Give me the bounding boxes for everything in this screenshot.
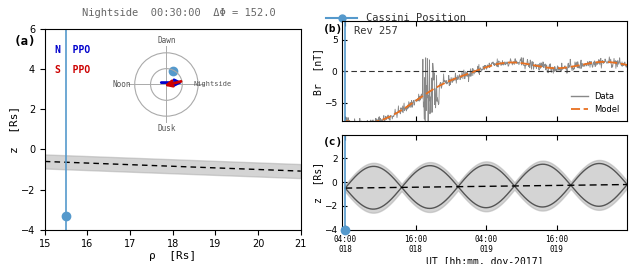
Y-axis label: z  [Rs]: z [Rs] bbox=[10, 106, 19, 153]
Text: (a): (a) bbox=[14, 35, 36, 48]
Text: S  PPO: S PPO bbox=[55, 65, 90, 75]
Text: Cassini Position: Cassini Position bbox=[366, 13, 466, 23]
Text: Rev 257: Rev 257 bbox=[354, 26, 397, 36]
Y-axis label: Br  [nT]: Br [nT] bbox=[313, 48, 323, 95]
Text: Dusk: Dusk bbox=[157, 124, 175, 133]
Y-axis label: z  [Rs]: z [Rs] bbox=[313, 162, 323, 203]
Text: N  PPO: N PPO bbox=[55, 45, 90, 55]
Text: Nightside  00:30:00  ΔΦ = 152.0: Nightside 00:30:00 ΔΦ = 152.0 bbox=[83, 8, 276, 18]
Text: Dawn: Dawn bbox=[157, 36, 175, 45]
Legend: Data, Model: Data, Model bbox=[568, 88, 623, 117]
Text: Nightside: Nightside bbox=[193, 82, 232, 87]
X-axis label: ρ  [Rs]: ρ [Rs] bbox=[149, 251, 196, 261]
X-axis label: UT [hh:mm, doy-2017]: UT [hh:mm, doy-2017] bbox=[426, 257, 543, 264]
Text: Noon: Noon bbox=[113, 80, 131, 89]
Text: (b): (b) bbox=[323, 24, 342, 34]
Text: (c): (c) bbox=[323, 138, 342, 148]
